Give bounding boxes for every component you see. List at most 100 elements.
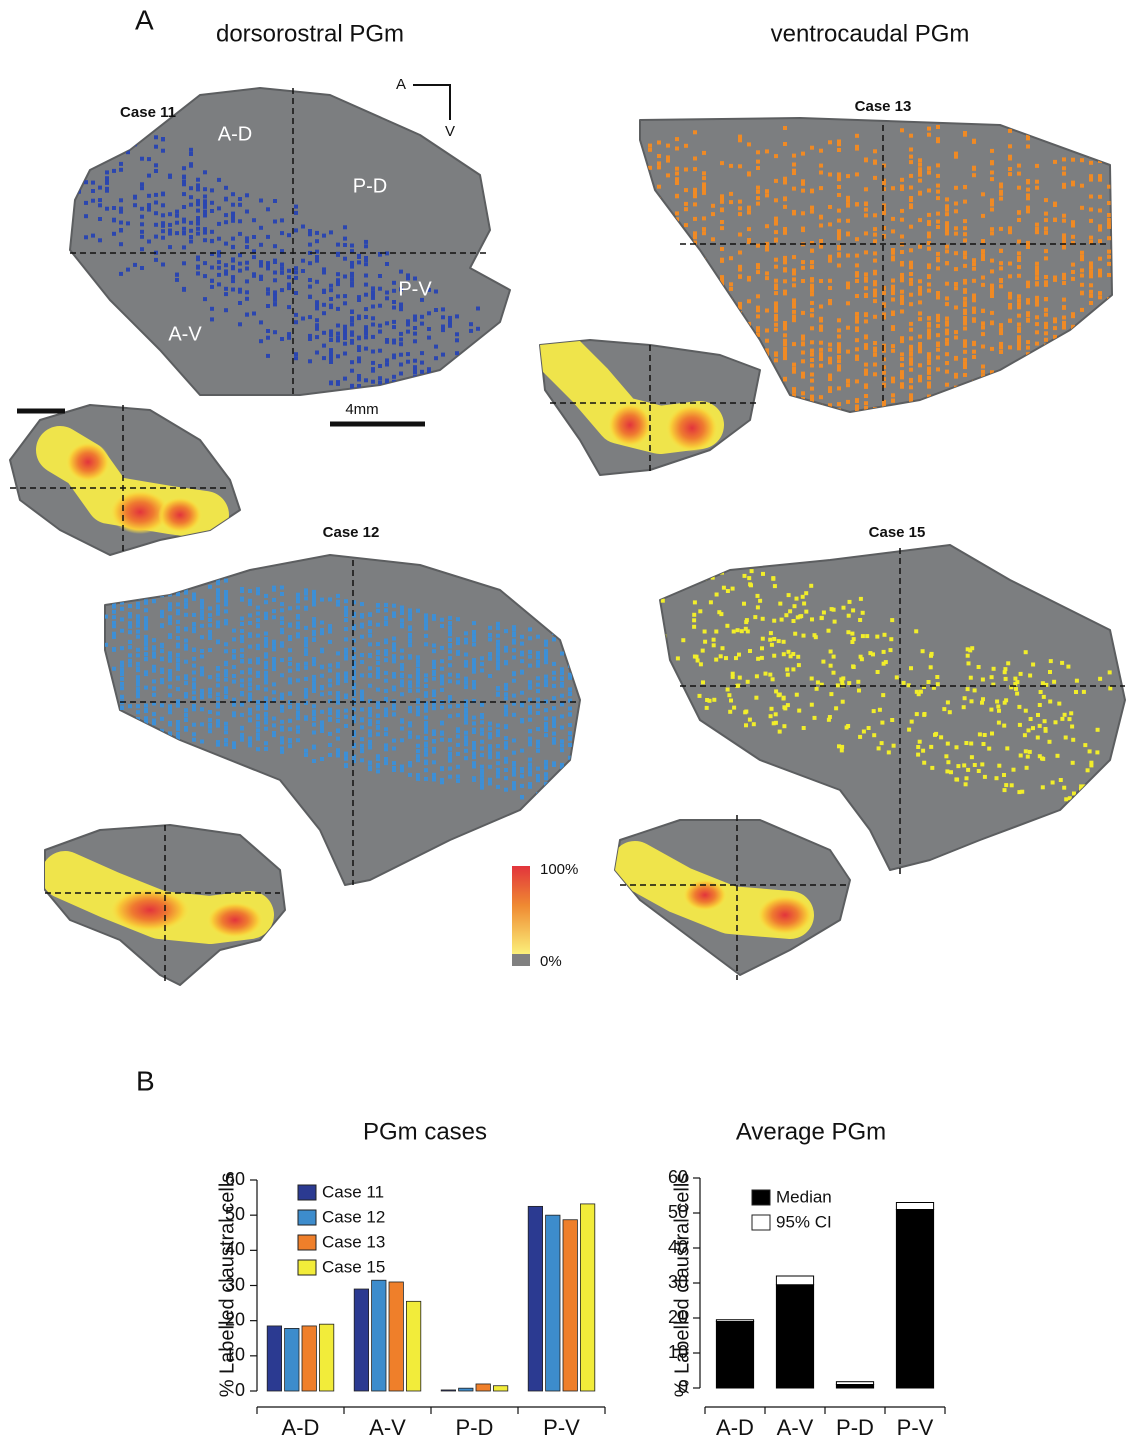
cell-dot	[734, 656, 738, 660]
cell-dot	[384, 689, 388, 693]
cell-dot	[464, 713, 468, 717]
cell-dot	[184, 660, 188, 664]
cell-dot	[792, 318, 796, 322]
cell-dot	[819, 325, 823, 329]
cell-dot	[693, 194, 697, 198]
cell-dot	[552, 684, 556, 688]
cell-dot	[217, 260, 221, 264]
cell-dot	[240, 738, 244, 742]
cell-dot	[1044, 346, 1048, 350]
cell-dot	[684, 202, 688, 206]
cell-dot	[496, 729, 500, 733]
cell-dot	[1098, 295, 1102, 299]
cell-dot	[891, 298, 895, 302]
cell-dot	[783, 397, 787, 401]
cell-dot	[801, 266, 805, 270]
cell-dot	[774, 328, 778, 332]
cell-dot	[855, 279, 859, 283]
cell-dot	[264, 612, 268, 616]
cell-dot	[406, 395, 410, 399]
cell-dot	[738, 251, 742, 255]
cell-dot	[1080, 274, 1084, 278]
cell-dot	[308, 359, 312, 363]
cell-dot	[364, 244, 368, 248]
cell-dot	[224, 596, 228, 600]
cell-dot	[711, 311, 715, 315]
cell-dot	[1080, 353, 1084, 357]
cell-dot	[970, 699, 974, 703]
cell-dot	[1080, 251, 1084, 255]
cell-dot	[344, 637, 348, 641]
cell-dot	[1062, 183, 1066, 187]
cell-dot	[256, 721, 260, 725]
cell-dot	[792, 408, 796, 412]
cell-dot	[718, 564, 722, 568]
cell-dot	[792, 619, 796, 623]
cell-dot	[963, 373, 967, 377]
cell-dot	[864, 312, 868, 316]
cell-dot	[392, 375, 396, 379]
cell-dot	[909, 248, 913, 252]
cell-dot	[264, 632, 268, 636]
cell-dot	[1026, 755, 1030, 759]
cell-dot	[252, 218, 256, 222]
cell-dot	[954, 306, 958, 310]
cell-dot	[384, 743, 388, 747]
cell-dot	[413, 359, 417, 363]
cell-dot	[136, 668, 140, 672]
cell-dot	[783, 342, 787, 346]
cell-dot	[783, 205, 787, 209]
cell-dot	[544, 640, 548, 644]
cell-dot	[720, 346, 724, 350]
cell-dot	[729, 317, 733, 321]
cell-dot	[256, 737, 260, 741]
cell-dot	[105, 177, 109, 181]
cell-dot	[738, 676, 742, 680]
cell-dot	[936, 225, 940, 229]
cell-dot	[1017, 344, 1021, 348]
cell-dot	[528, 686, 532, 690]
cell-dot	[189, 229, 193, 233]
cell-dot	[91, 199, 95, 203]
cell-dot	[891, 257, 895, 261]
cell-dot	[945, 232, 949, 236]
cell-dot	[259, 320, 263, 324]
cell-dot	[408, 625, 412, 629]
cell-dot	[336, 382, 340, 386]
cell-dot	[464, 749, 468, 753]
cell-dot	[720, 276, 724, 280]
cell-dot	[77, 130, 81, 134]
cell-dot	[296, 725, 300, 729]
y-tick-label: 50	[668, 1202, 688, 1222]
cell-dot	[877, 746, 881, 750]
cell-dot	[232, 745, 236, 749]
cell-dot	[416, 659, 420, 663]
cell-dot	[691, 571, 695, 575]
cell-dot	[761, 637, 765, 641]
cell-dot	[719, 654, 723, 658]
cell-dot	[855, 202, 859, 206]
cell-dot	[1098, 398, 1102, 402]
cell-dot	[336, 651, 340, 655]
cell-dot	[927, 402, 931, 406]
cell-dot	[280, 616, 284, 620]
cell-dot	[770, 707, 774, 711]
cell-dot	[152, 686, 156, 690]
cell-dot	[772, 654, 776, 658]
cell-dot	[184, 570, 188, 574]
cell-dot	[1044, 325, 1048, 329]
cell-dot	[360, 691, 364, 695]
cell-dot	[152, 647, 156, 651]
cell-dot	[809, 584, 813, 588]
cell-dot	[528, 698, 532, 702]
cell-dot	[783, 350, 787, 354]
cell-dot	[480, 785, 484, 789]
cell-dot	[963, 327, 967, 331]
cell-dot	[945, 370, 949, 374]
cell-dot	[1071, 125, 1075, 129]
cell-dot	[891, 217, 895, 221]
cell-dot	[248, 613, 252, 617]
cell-dot	[408, 707, 412, 711]
cell-dot	[364, 256, 368, 260]
cell-dot	[399, 338, 403, 342]
